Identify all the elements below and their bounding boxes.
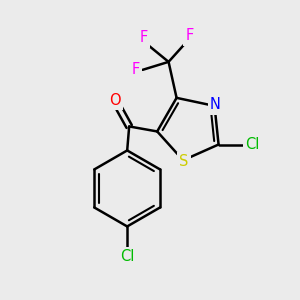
Text: S: S [179, 154, 189, 169]
Text: Cl: Cl [245, 137, 260, 152]
Text: F: F [140, 30, 148, 45]
Text: F: F [131, 62, 140, 77]
Text: N: N [210, 98, 221, 112]
Text: O: O [110, 93, 121, 108]
Text: Cl: Cl [120, 249, 134, 264]
Text: F: F [185, 28, 194, 44]
